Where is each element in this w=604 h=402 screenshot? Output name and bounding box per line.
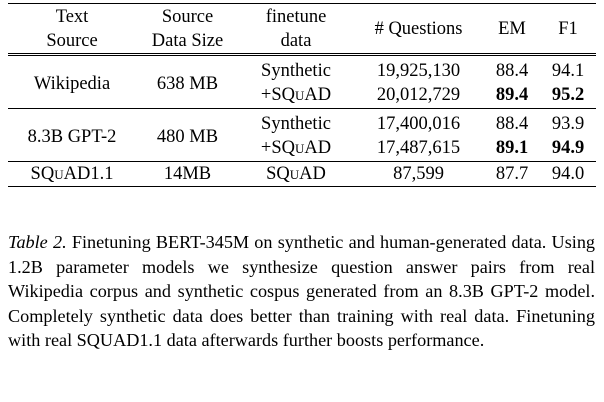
header-finetune-data-line2: data [280, 31, 312, 51]
header-finetune-data-line1: finetune [265, 7, 327, 27]
cell-f1: 94.9 [551, 138, 585, 158]
header-source-data-size: Source Data Size [136, 4, 239, 55]
header-em: EM [498, 19, 526, 39]
cell-f1: 94.0 [551, 164, 585, 184]
cell-data-size: 480 MB [156, 126, 219, 147]
header-questions: # Questions [374, 19, 463, 39]
header-text-source-line1: Text [55, 7, 89, 27]
cell-text-source: Wikipedia [33, 73, 111, 94]
cell-questions: 87,599 [393, 164, 444, 184]
cell-questions: 17,487,615 [376, 138, 461, 158]
table-row: +SQuAD 17,487,615 89.1 94.9 [8, 136, 596, 162]
cell-em: 89.4 [495, 85, 529, 105]
cell-finetune-data: SQuAD [266, 164, 326, 184]
cell-finetune-data: +SQuAD [260, 138, 332, 158]
cell-data-size: 14MB [163, 164, 212, 184]
cell-finetune-data: +SQuAD [260, 85, 332, 105]
cell-f1: 95.2 [551, 85, 585, 105]
results-table: Text Source Source Data Size finetune da… [8, 3, 596, 187]
header-f1: F1 [558, 19, 578, 39]
table-row: 8.3B GPT-2 480 MB Synthetic 17,400,016 8… [8, 108, 596, 147]
cell-em: 88.4 [495, 61, 529, 81]
caption-label: Table 2. [8, 232, 67, 252]
cell-questions: 20,012,729 [376, 85, 461, 105]
results-table-container: Text Source Source Data Size finetune da… [8, 3, 596, 187]
cell-em: 87.7 [495, 164, 529, 184]
table-row: SQuAD1.1 14MB SQuAD 87,599 87.7 94.0 [8, 161, 596, 187]
cell-questions: 17,400,016 [376, 114, 461, 134]
header-source-data-size-line2: Data Size [151, 31, 224, 51]
cell-f1: 94.1 [551, 61, 585, 81]
cell-em: 88.4 [495, 114, 529, 134]
cell-finetune-data: Synthetic [261, 114, 331, 134]
table-caption: Table 2. Finetuning BERT-345M on synthet… [8, 230, 595, 353]
header-finetune-data: finetune data [239, 4, 353, 55]
cell-finetune-data: Synthetic [261, 61, 331, 81]
header-source-data-size-line1: Source [161, 7, 214, 27]
caption-text: Finetuning BERT-345M on synthetic and hu… [8, 232, 596, 351]
table-row: Wikipedia 638 MB Synthetic 19,925,130 88… [8, 54, 596, 94]
header-text-source: Text Source [8, 4, 136, 55]
table-row: +SQuAD 20,012,729 89.4 95.2 [8, 83, 596, 109]
cell-text-source: 8.3B GPT-2 [27, 126, 117, 147]
cell-text-source: SQuAD1.1 [30, 164, 114, 184]
cell-questions: 19,925,130 [376, 61, 461, 81]
header-text-source-line2: Source [46, 31, 98, 51]
cell-em: 89.1 [495, 138, 529, 158]
cell-data-size: 638 MB [156, 73, 219, 94]
cell-f1: 93.9 [551, 114, 585, 134]
